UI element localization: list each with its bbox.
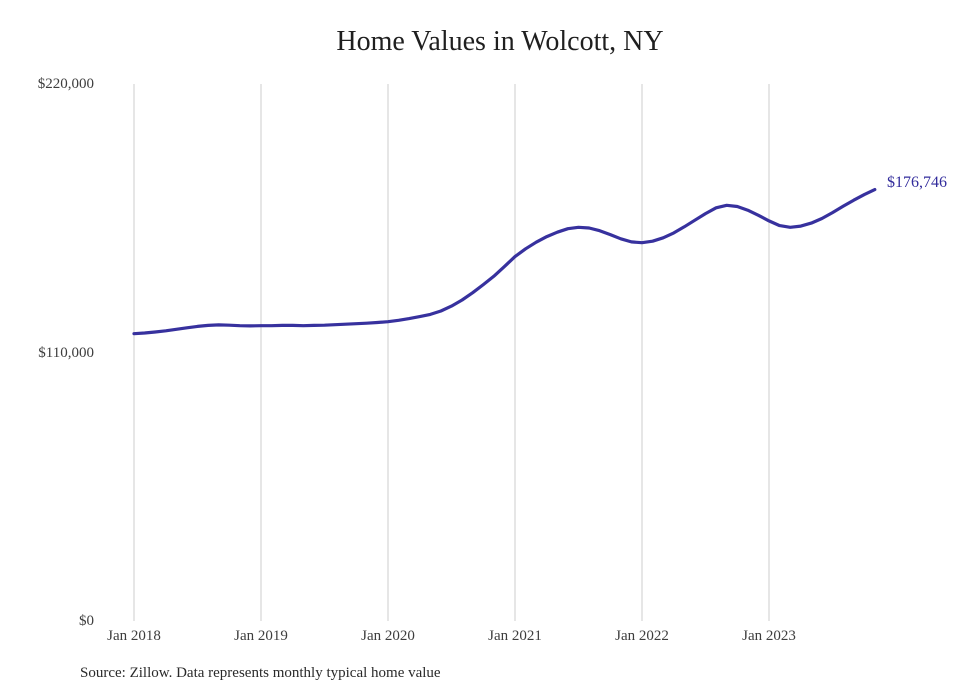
y-axis-tick-label-0: $0 bbox=[79, 613, 94, 629]
source-note: Source: Zillow. Data represents monthly … bbox=[80, 665, 441, 681]
x-axis-tick-label-jan-2020: Jan 2020 bbox=[361, 628, 415, 644]
home-value-line bbox=[132, 188, 877, 336]
chart-title: Home Values in Wolcott, NY bbox=[336, 26, 664, 57]
x-axis-tick-label-jan-2021: Jan 2021 bbox=[488, 628, 542, 644]
x-axis-tick-label-jan-2018: Jan 2018 bbox=[107, 628, 161, 644]
y-axis-tick-label-110000: $110,000 bbox=[38, 345, 94, 361]
x-axis-tick-label-jan-2023: Jan 2023 bbox=[742, 628, 796, 644]
latest-value-label: $176,746 bbox=[887, 174, 947, 191]
y-axis-tick-label-220000: $220,000 bbox=[37, 76, 94, 92]
x-axis-tick-label-jan-2019: Jan 2019 bbox=[234, 628, 288, 644]
x-axis-tick-label-jan-2022: Jan 2022 bbox=[615, 628, 669, 644]
